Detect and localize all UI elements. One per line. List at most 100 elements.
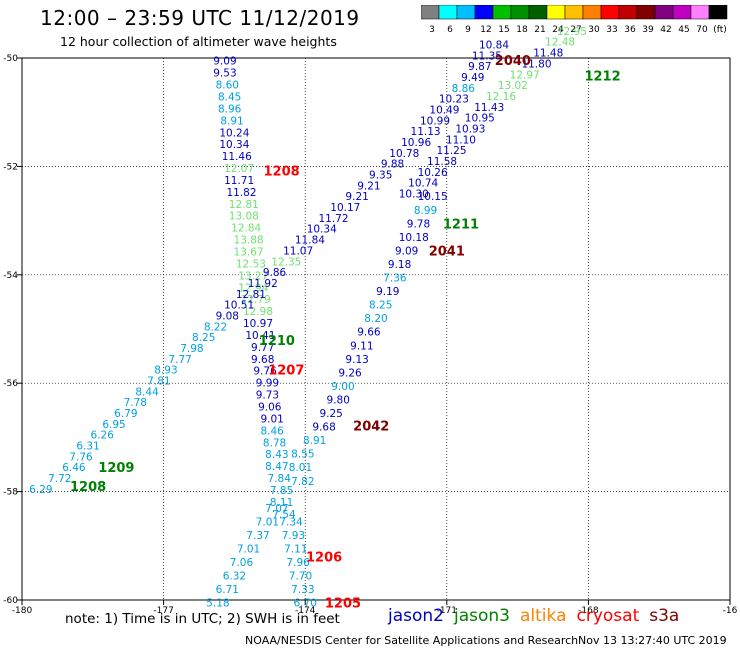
wave-height-label: 8.96: [218, 103, 242, 115]
wave-height-label: 7.06: [230, 557, 254, 569]
footer-credit: NOAA/NESDIS Center for Satellite Applica…: [245, 634, 579, 647]
wave-height-label: 12.98: [243, 306, 273, 318]
colorbar-label: 45: [678, 25, 689, 35]
colorbar-label: 30: [588, 25, 600, 35]
wave-height-label: 9.99: [256, 378, 279, 390]
footer-note: note: 1) Time is in UTC; 2) SWH is in fe…: [65, 611, 340, 627]
wave-height-label: 9.00: [331, 381, 354, 393]
pass-time-label: 2040: [495, 54, 531, 69]
wave-height-label: 7.76: [69, 451, 93, 463]
wave-height-label: 9.88: [381, 159, 404, 171]
wave-height-label: 9.08: [216, 310, 239, 322]
wave-height-label: 6.46: [62, 462, 86, 474]
colorbar-label: 70: [696, 25, 708, 35]
wave-height-label: 6.32: [223, 571, 246, 583]
footer-timestamp: Nov 13 13:27:40 UTC 2019: [578, 634, 727, 647]
wave-height-label: 12.07: [224, 163, 254, 175]
wave-height-label: 11.46: [222, 151, 252, 163]
satellite-name-jason2: jason2: [388, 606, 444, 626]
x-tick-label: -168: [578, 606, 599, 616]
colorbar-label: 3: [429, 25, 435, 35]
wave-height-label: 10.96: [401, 137, 431, 149]
wave-height-label: 7.54: [272, 509, 296, 521]
wave-height-label: 12.16: [486, 91, 516, 103]
wave-height-label: 9.26: [338, 367, 362, 379]
wave-height-label: 9.78: [407, 218, 430, 230]
satellite-name-altika: altika: [520, 606, 567, 626]
wave-height-label: 9.09: [395, 245, 418, 257]
wave-height-label: 10.34: [219, 139, 249, 151]
wave-height-label: 8.55: [291, 449, 314, 461]
wave-height-label: 11.80: [521, 58, 551, 70]
wave-height-label: 9.77: [251, 342, 274, 354]
wave-height-label: 11.58: [427, 156, 457, 168]
wave-height-label: 7.34: [279, 516, 303, 528]
wave-height-label: 11.82: [226, 187, 256, 199]
wave-height-label: 12.95: [557, 26, 587, 38]
wave-height-label: 10.17: [330, 202, 360, 214]
wave-height-label: 10.84: [479, 39, 509, 51]
wave-height-label: 5.18: [206, 598, 229, 610]
colorbar-label: 12: [480, 25, 491, 35]
wave-height-label: 10.26: [418, 167, 448, 179]
wave-height-label: 9.09: [213, 56, 236, 68]
wave-height-label: 8.25: [369, 300, 392, 312]
satellite-legend: jason2 jason3 altika cryosat s3a: [388, 606, 689, 626]
pass-time-label: 2042: [353, 419, 389, 434]
wave-height-label: 9.68: [251, 354, 274, 366]
wave-height-label: 12.94: [238, 282, 268, 294]
wave-height-label: 11.25: [436, 145, 466, 157]
pass-time-label: 1205: [325, 597, 361, 612]
pass-time-label: 1211: [443, 217, 479, 232]
wave-height-label: 8.78: [263, 437, 286, 449]
wave-height-label: 10.97: [243, 318, 273, 330]
wave-height-label: 8.11: [270, 497, 293, 509]
pass-time-label: 1212: [584, 69, 620, 84]
wave-height-label: 8.93: [154, 365, 177, 377]
wave-height-label: 7.07: [265, 503, 288, 515]
wave-height-label: 7.70: [289, 571, 312, 583]
wave-height-label: 6.95: [102, 419, 125, 431]
wave-height-label: 8.45: [218, 91, 241, 103]
wave-height-label: 7.84: [268, 473, 292, 485]
pass-time-label: 1210: [259, 334, 295, 349]
wave-height-label: 12.79: [241, 294, 271, 306]
wave-height-label: 9.80: [327, 394, 350, 406]
wave-height-label: 9.87: [468, 61, 491, 73]
wave-height-label: 7.01: [256, 516, 279, 528]
wave-height-label: 7.78: [124, 397, 147, 409]
wave-height-label: 6.26: [91, 430, 115, 442]
wave-height-label: 10.93: [455, 123, 485, 135]
wave-height-label: 12.97: [510, 69, 540, 81]
wave-height-label: 9.21: [357, 180, 380, 192]
wave-height-label: 13.67: [234, 246, 264, 258]
x-tick-label: -16: [723, 606, 738, 616]
colorbar-label: 9: [465, 25, 471, 35]
colorbar-label: 6: [447, 25, 453, 35]
y-tick-label: -54: [3, 271, 18, 281]
colorbar-label: 39: [642, 25, 654, 35]
x-tick-label: -177: [153, 606, 173, 616]
y-tick-label: -56: [3, 379, 18, 389]
wave-height-label: 7.36: [383, 273, 407, 285]
wave-height-label: 7.37: [246, 530, 269, 542]
wave-height-label: 8.22: [204, 321, 227, 333]
wave-height-label: 9.49: [461, 72, 484, 84]
wave-height-label: 9.18: [388, 259, 411, 271]
satellite-name-jason3: jason3: [454, 606, 510, 626]
colorbar-label: 36: [624, 25, 636, 35]
wave-height-label: 10.18: [399, 232, 429, 244]
wave-height-label: 12.48: [545, 37, 575, 49]
colorbar-swatch: [708, 5, 728, 20]
wave-height-label: 11.13: [411, 126, 441, 138]
wave-height-label: 7.96: [286, 557, 310, 569]
wave-height-label: 8.01: [289, 462, 312, 474]
wave-height-label: 8.91: [303, 435, 326, 447]
wave-height-label: 12.81: [229, 199, 259, 211]
page-title: 12:00 – 23:59 UTC 11/12/2019: [40, 6, 360, 30]
wave-height-label: 13.88: [234, 235, 264, 247]
color-scale-legend: 3 6 9 12 15 18 21 24 27 30 33 36 39 42 45 70 (ft): [421, 5, 728, 35]
wave-height-label: 10.34: [307, 224, 337, 236]
wave-height-label: 12.53: [236, 258, 266, 270]
